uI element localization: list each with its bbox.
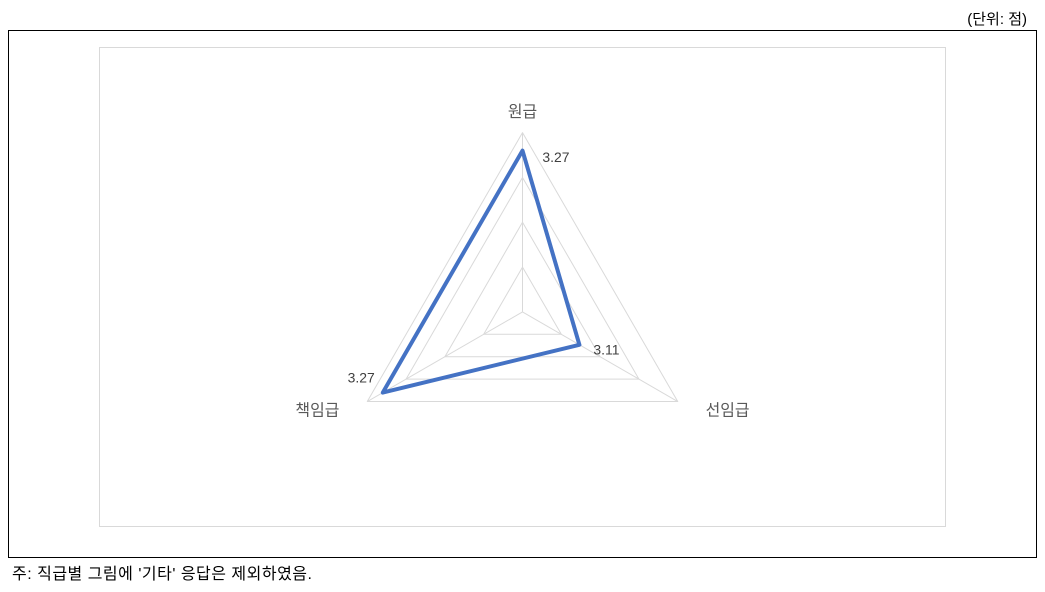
unit-label: (단위: 점) [967,8,1027,29]
chart-plot-area: 원급선임급 책임급 3.27 3.11 3.27 [99,47,946,527]
radar-axis-label: 선임급 [706,402,750,420]
radar-data-label: 3.27 [348,369,375,385]
radar-data-label: 3.27 [542,149,569,165]
footnote: 주: 직급별 그림에 '기타' 응답은 제외하였음. [12,560,312,584]
radar-axis-label: 원급 [508,103,537,121]
radar-axis-label: 책임급 [295,402,339,420]
radar-chart: 원급선임급 책임급 3.27 3.11 3.27 [100,48,945,526]
radar-data-label: 3.11 [593,341,619,357]
chart-outer-frame: 원급선임급 책임급 3.27 3.11 3.27 [8,30,1037,558]
